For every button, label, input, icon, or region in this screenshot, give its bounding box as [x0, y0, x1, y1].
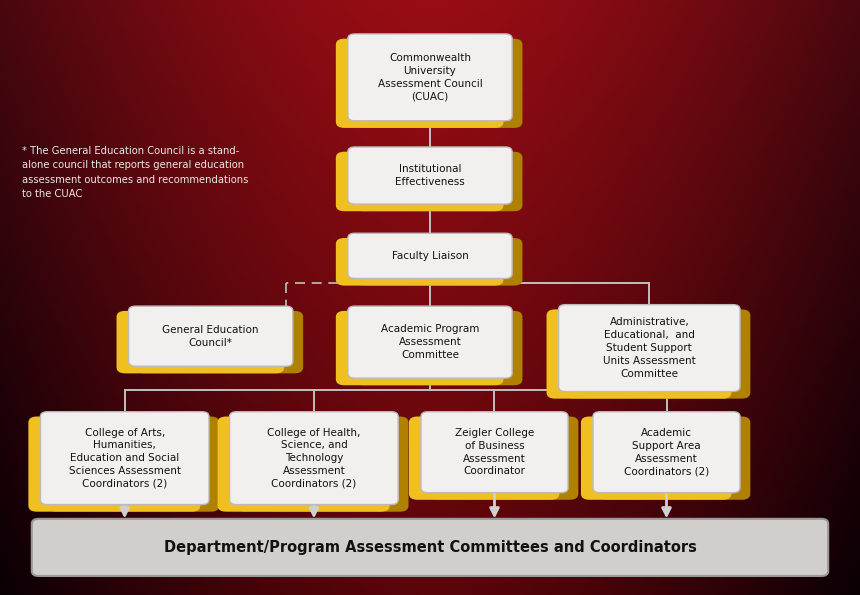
FancyBboxPatch shape [347, 34, 512, 121]
FancyBboxPatch shape [354, 311, 522, 386]
FancyBboxPatch shape [237, 416, 408, 512]
FancyBboxPatch shape [593, 412, 740, 493]
FancyBboxPatch shape [408, 416, 559, 500]
FancyBboxPatch shape [547, 309, 731, 399]
FancyBboxPatch shape [354, 152, 522, 211]
Text: Commonwealth
University
Assessment Council
(CUAC): Commonwealth University Assessment Counc… [378, 53, 482, 102]
FancyBboxPatch shape [47, 416, 219, 512]
FancyBboxPatch shape [347, 233, 512, 278]
FancyBboxPatch shape [32, 519, 828, 576]
Text: College of Arts,
Humanities,
Education and Social
Sciences Assessment
Coordinato: College of Arts, Humanities, Education a… [69, 428, 181, 488]
FancyBboxPatch shape [230, 412, 398, 505]
Text: College of Health,
Science, and
Technology
Assessment
Coordinators (2): College of Health, Science, and Technolo… [267, 428, 360, 488]
FancyBboxPatch shape [335, 152, 503, 211]
FancyBboxPatch shape [40, 412, 209, 505]
Text: General Education
Council*: General Education Council* [163, 325, 259, 347]
Text: * The General Education Council is a stand-
alone council that reports general e: * The General Education Council is a sta… [22, 146, 248, 199]
FancyBboxPatch shape [218, 416, 390, 512]
Text: Department/Program Assessment Committees and Coordinators: Department/Program Assessment Committees… [163, 540, 697, 555]
FancyBboxPatch shape [129, 306, 292, 366]
FancyBboxPatch shape [565, 309, 750, 399]
FancyBboxPatch shape [354, 39, 522, 128]
Text: Zeigler College
of Business
Assessment
Coordinator: Zeigler College of Business Assessment C… [455, 428, 534, 477]
Text: Institutional
Effectiveness: Institutional Effectiveness [395, 164, 465, 187]
FancyBboxPatch shape [427, 416, 578, 500]
FancyBboxPatch shape [559, 305, 740, 392]
FancyBboxPatch shape [600, 416, 750, 500]
Text: Academic Program
Assessment
Committee: Academic Program Assessment Committee [381, 324, 479, 360]
FancyBboxPatch shape [347, 147, 512, 204]
FancyBboxPatch shape [335, 311, 503, 386]
FancyBboxPatch shape [335, 238, 503, 286]
Text: Academic
Support Area
Assessment
Coordinators (2): Academic Support Area Assessment Coordin… [624, 428, 710, 477]
Text: Faculty Liaison: Faculty Liaison [391, 251, 469, 261]
FancyBboxPatch shape [580, 416, 731, 500]
FancyBboxPatch shape [354, 238, 522, 286]
FancyBboxPatch shape [347, 306, 512, 378]
Text: Administrative,
Educational,  and
Student Support
Units Assessment
Committee: Administrative, Educational, and Student… [603, 318, 696, 378]
FancyBboxPatch shape [421, 412, 568, 493]
FancyBboxPatch shape [135, 311, 303, 374]
FancyBboxPatch shape [116, 311, 284, 374]
FancyBboxPatch shape [28, 416, 200, 512]
FancyBboxPatch shape [335, 39, 503, 128]
